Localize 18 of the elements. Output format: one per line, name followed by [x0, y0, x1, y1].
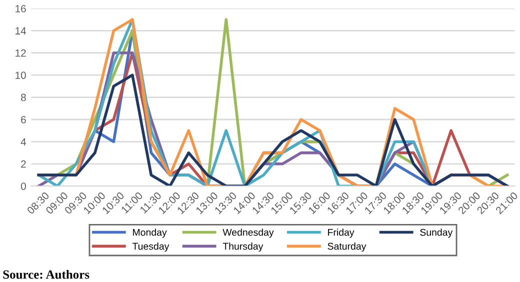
legend-label: Tuesday	[132, 242, 170, 252]
y-tick-label: 0	[20, 182, 26, 190]
legend-label: Thursday	[222, 242, 264, 252]
y-tick-label: 4	[20, 138, 26, 146]
legend-label: Monday	[133, 228, 167, 238]
y-tick-label: 8	[21, 94, 26, 102]
source-note: Source: Authors	[3, 270, 90, 279]
y-tick-label: 12	[16, 49, 26, 57]
legend-label: Sunday	[420, 228, 453, 238]
legend-label: Wednesday	[222, 228, 274, 238]
y-tick-label: 6	[21, 116, 26, 124]
y-tick-label: 2	[21, 160, 26, 168]
line-series	[37, 74, 509, 186]
y-tick-label: 16	[16, 4, 26, 12]
y-tick-label: 14	[16, 27, 26, 34]
y-tick-label: 10	[16, 72, 26, 79]
legend-label: Friday	[328, 228, 354, 238]
legend-label: Saturday	[328, 242, 366, 252]
